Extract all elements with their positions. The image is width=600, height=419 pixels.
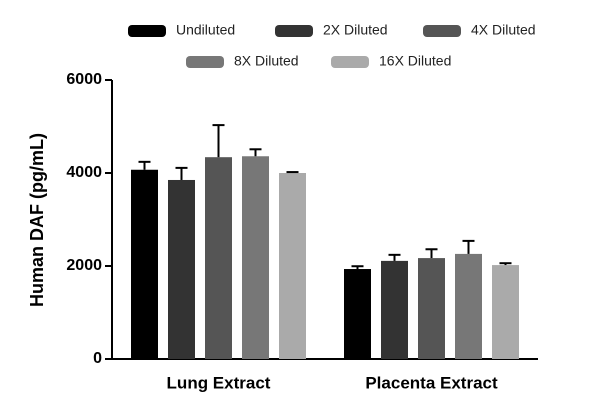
- bar: [205, 157, 232, 359]
- bar: [242, 156, 269, 359]
- bar: [131, 169, 158, 359]
- legend-label: 16X Diluted: [379, 53, 451, 69]
- y-axis-label: Human DAF (pg/mL): [27, 133, 47, 307]
- legend-label: Undiluted: [176, 22, 235, 38]
- bar: [492, 265, 519, 359]
- legend-label: 8X Diluted: [234, 53, 299, 69]
- x-tick-label: Lung Extract: [167, 373, 271, 392]
- y-tick-label: 2000: [66, 257, 102, 274]
- legend-label: 4X Diluted: [471, 22, 536, 38]
- x-tick-label: Placenta Extract: [365, 373, 498, 392]
- y-tick-label: 0: [93, 350, 102, 367]
- bar: [344, 269, 371, 359]
- legend-label: 2X Diluted: [323, 22, 388, 38]
- bar: [455, 253, 482, 359]
- y-tick-label: 4000: [66, 164, 102, 181]
- y-tick-label: 6000: [66, 71, 102, 88]
- bar: [279, 173, 306, 359]
- legend-swatch: [186, 56, 224, 68]
- legend-swatch: [423, 25, 461, 37]
- legend-swatch: [331, 56, 369, 68]
- legend-swatch: [128, 25, 166, 37]
- bar: [381, 260, 408, 359]
- bar: [168, 179, 195, 359]
- bar: [418, 258, 445, 359]
- legend-swatch: [275, 25, 313, 37]
